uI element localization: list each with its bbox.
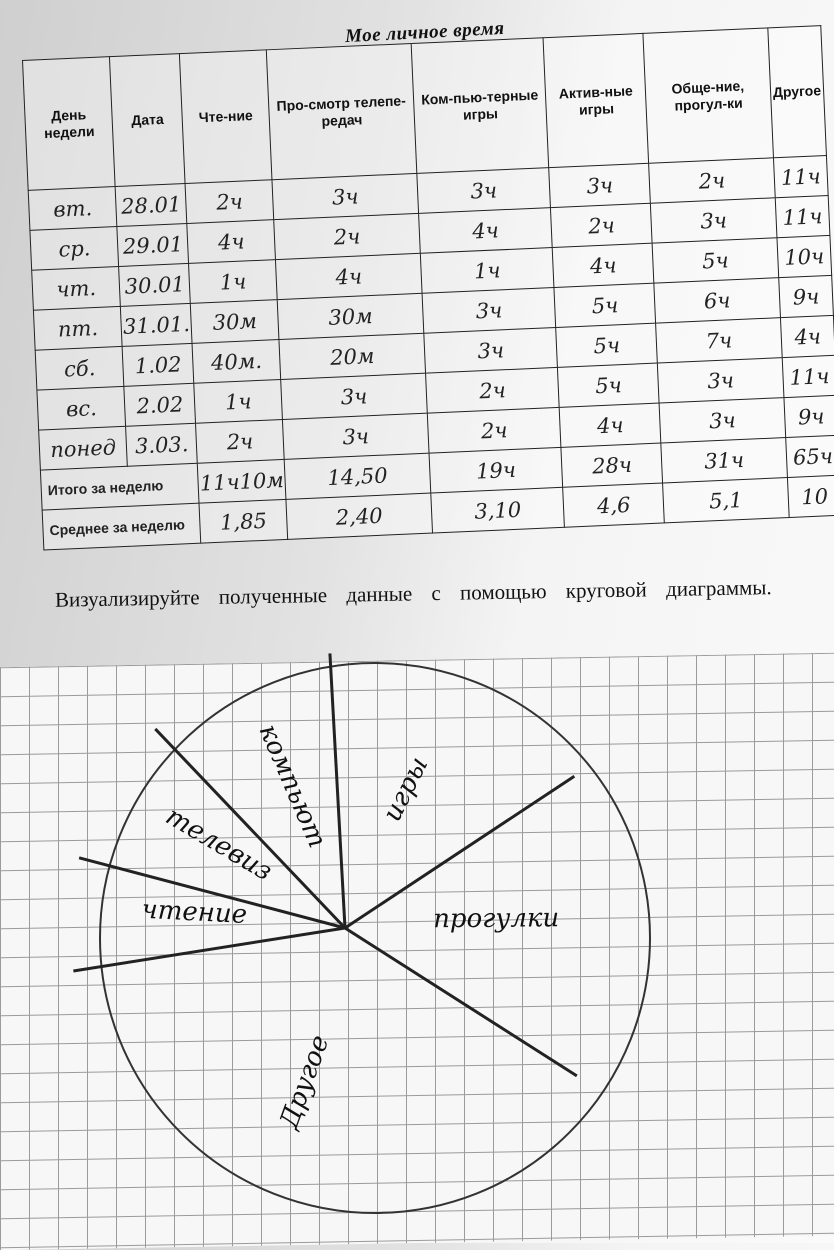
table-cell: 31.01. [120, 303, 193, 347]
column-header: День недели [22, 56, 116, 191]
table-cell: 4ч [186, 219, 276, 264]
table-cell: 20м [279, 333, 426, 380]
table-cell: 7ч [655, 317, 783, 364]
task-text: Визуализируйте полученные данные с помощ… [54, 575, 772, 612]
table-cell: 14,50 [284, 453, 431, 500]
column-header: Про-смотр телепе-редач [266, 43, 417, 180]
table-cell: 2ч [195, 419, 285, 464]
table-cell: 11ч [773, 155, 829, 198]
table-cell: 2ч [427, 407, 562, 454]
table-cell: 1ч [188, 259, 278, 304]
table-cell: 2ч [648, 157, 776, 204]
table-cell: сб. [35, 346, 125, 391]
table-cell: 30м [190, 299, 280, 344]
table-cell: 28ч [561, 442, 663, 488]
table-cell: 3ч [280, 373, 428, 420]
table-cell: 10 [787, 475, 834, 518]
pie-slice-boundary [154, 727, 347, 930]
table-cell: 30м [277, 293, 424, 340]
pie-slice-label: чтение [141, 895, 248, 930]
table-cell: 3ч [423, 327, 558, 374]
pie-slice-boundary [328, 653, 347, 929]
table-cell: 5ч [556, 323, 658, 368]
table-cell: 2ч [425, 367, 560, 414]
table-cell: 5ч [557, 363, 660, 408]
table-cell: вт. [28, 186, 118, 231]
column-header: Чте-ние [179, 49, 273, 184]
table-cell: 2.02 [124, 383, 196, 427]
table-cell: 11ч [775, 195, 830, 238]
table-cell: 3ч [549, 163, 651, 208]
table-cell: пт. [33, 306, 123, 351]
table-cell: 3ч [650, 197, 777, 244]
pie-slice-label: игры [377, 752, 434, 826]
table-cell: 4ч [275, 253, 422, 300]
column-header: Ком-пью-терные игры [411, 37, 550, 174]
table-cell: 4ч [559, 403, 661, 448]
table-cell: 5ч [554, 283, 656, 328]
column-header: Дата [109, 53, 186, 187]
table-cell: 65ч [785, 435, 834, 478]
table-cell: 4ч [418, 207, 553, 254]
table-cell: 5ч [652, 237, 779, 284]
personal-time-table: День недели Дата Чте-ние Про-смотр телепе-р… [22, 25, 834, 551]
table-cell: 1,85 [199, 499, 288, 544]
table-cell: 3ч [659, 397, 786, 443]
table-cell: 2,40 [286, 493, 433, 540]
table-cell: 29.01 [117, 223, 189, 267]
pie-slice-label: прогулки [433, 903, 559, 934]
pie-slice-label: Другое [274, 1031, 336, 1133]
table-cell: 5,1 [662, 477, 790, 523]
pie-slice-label: компьют [253, 720, 333, 852]
table-cell: 3ч [282, 413, 429, 460]
table-cell: 9ч [783, 395, 834, 438]
table-cell: ср. [29, 226, 119, 271]
table-cell: 10ч [776, 235, 832, 278]
table-cell: вс. [36, 386, 126, 431]
table-cell: 28.01 [115, 183, 187, 227]
total-label: Итого за неделю [40, 463, 200, 511]
table-cell: 4,6 [563, 482, 665, 528]
table-cell: 3.03. [125, 423, 198, 467]
table-cell: 2ч [273, 213, 421, 260]
pie-slice-boundary [78, 856, 346, 930]
pie-slice-boundary [344, 926, 578, 1078]
table-cell: 19ч [428, 447, 564, 494]
pie-slice-boundary [73, 926, 346, 973]
table-cell: 3,10 [430, 487, 565, 534]
pie-slice-label: телевиз [160, 801, 277, 887]
table-cell: 6ч [654, 277, 781, 324]
table-cell: 30.01 [118, 263, 191, 307]
table-cell: 40м. [192, 339, 281, 384]
average-label: Среднее за неделю [42, 503, 201, 551]
table-cell: понед [38, 426, 128, 471]
table-cell: 3ч [416, 167, 551, 214]
table-cell: 1ч [420, 247, 555, 294]
pie-outline [99, 662, 651, 1214]
table-cell: 1.02 [122, 343, 194, 387]
table-cell: 11ч [782, 355, 834, 398]
table-cell: 3ч [421, 287, 557, 334]
table-cell: 2ч [185, 179, 274, 224]
table-cell: 3ч [657, 357, 784, 404]
table-cell: чт. [31, 266, 121, 311]
column-header: Другое [767, 25, 827, 158]
table-cell: 1ч [193, 379, 283, 424]
table-cell: 3ч [272, 173, 419, 220]
table-cell: 11ч10м [197, 459, 287, 504]
table-cell: 4ч [780, 315, 834, 358]
pie-slice-boundary [344, 774, 576, 930]
table-cell: 31ч [660, 437, 788, 483]
column-header: Обще-ние, прогул-ки [643, 27, 774, 164]
column-header: Актив-ные игры [543, 33, 649, 168]
table-cell: 2ч [550, 203, 653, 248]
table-cell: 9ч [778, 275, 834, 318]
table-cell: 4ч [552, 243, 655, 288]
